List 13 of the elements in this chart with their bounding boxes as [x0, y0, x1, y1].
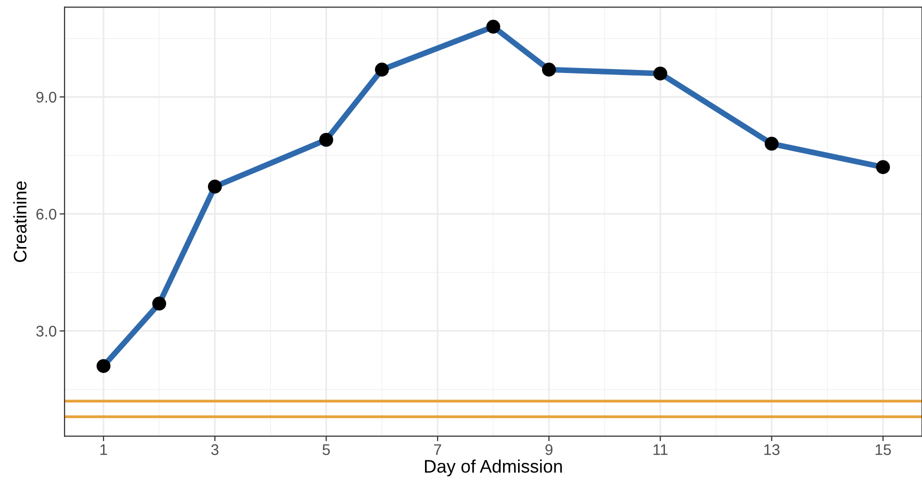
- y-axis-title: Creatinine: [13, 181, 27, 262]
- x-tick-label: 3: [211, 444, 218, 456]
- x-tick-label: 5: [322, 444, 330, 456]
- x-tick-label: 13: [764, 444, 780, 456]
- x-axis-title: Day of Admission: [425, 459, 562, 476]
- y-tick-label: 6.0: [36, 208, 56, 220]
- y-tick-label: 3.0: [36, 326, 56, 337]
- x-tick-label: 7: [434, 444, 442, 455]
- y-tick-label: 9.0: [36, 92, 56, 103]
- x-tick-label: 15: [876, 444, 891, 456]
- x-tick-label: 9: [545, 444, 552, 456]
- x-tick-label: 1: [100, 444, 108, 455]
- x-tick-label: 11: [654, 444, 668, 455]
